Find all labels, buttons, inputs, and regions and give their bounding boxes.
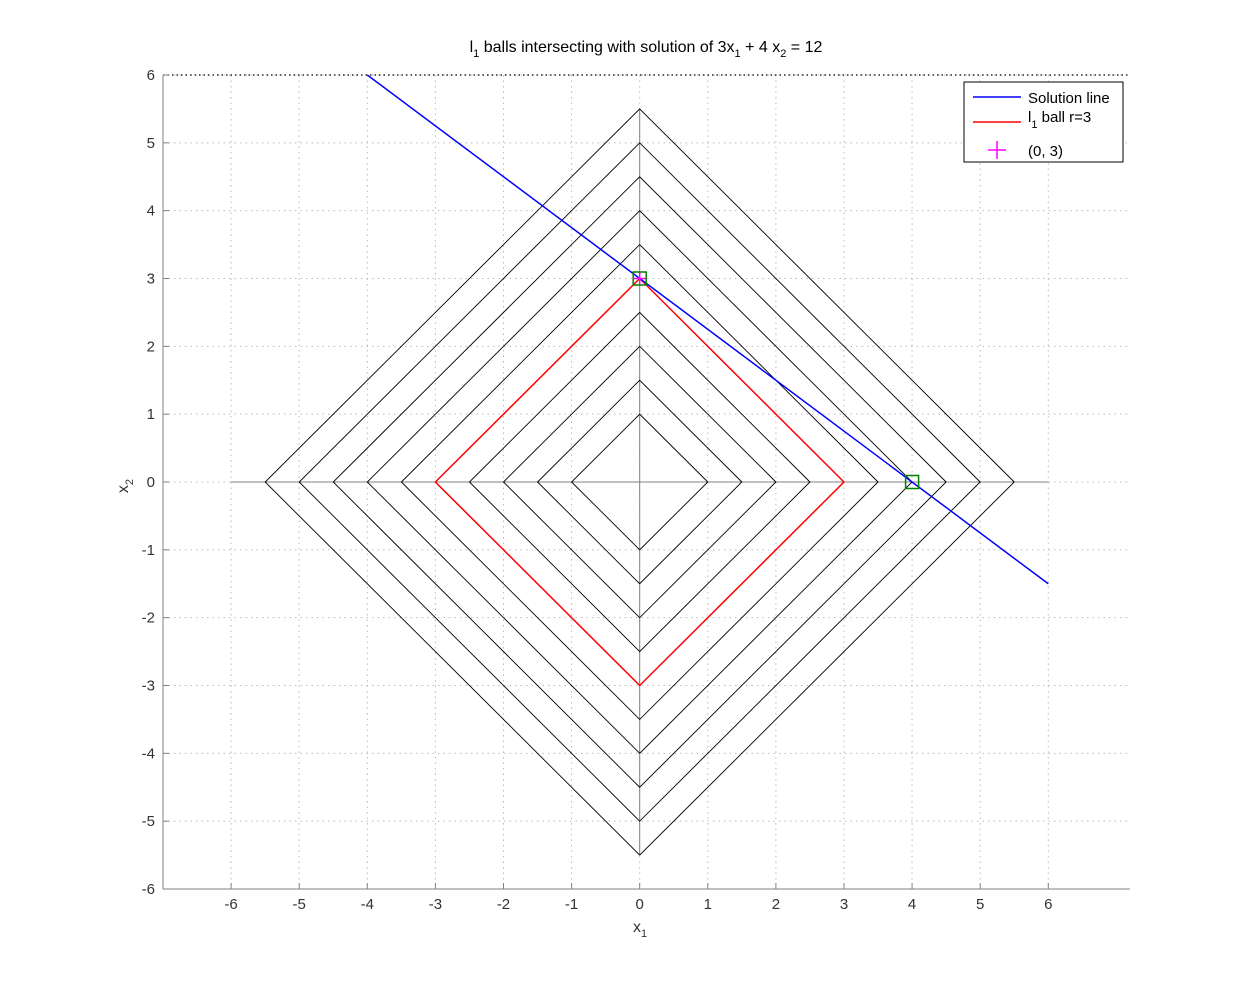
l1-ball xyxy=(570,413,709,551)
square-marker xyxy=(904,474,920,490)
x-tick-label: 5 xyxy=(976,896,984,913)
title-sub3: 2 xyxy=(780,48,786,60)
y-tick-label: 6 xyxy=(147,67,155,84)
legend: Solution line l1 ball r=3 (0, 3) xyxy=(963,81,1124,163)
legend-label-l1-ball: l1 ball r=3 xyxy=(1028,109,1091,131)
y-tick-label: 4 xyxy=(147,203,155,220)
x-tick-label: -6 xyxy=(224,896,237,913)
plus-marker-point xyxy=(633,272,646,285)
x-tick-label: -1 xyxy=(565,896,578,913)
y-tick-label: 1 xyxy=(147,406,155,423)
l1-ball xyxy=(468,311,811,653)
title-sub2: 1 xyxy=(735,48,741,60)
x-tick-label: -5 xyxy=(293,896,306,913)
title-main: l xyxy=(470,39,474,56)
title-rest: balls intersecting with solution of 3x xyxy=(479,39,734,56)
y-tick-label: -6 xyxy=(142,881,155,898)
chart-title: l1 balls intersecting with solution of 3… xyxy=(470,39,823,60)
x-tick-label: 0 xyxy=(636,896,644,913)
x-axis-label: x1 xyxy=(633,919,647,940)
y-tick-label: -1 xyxy=(142,542,155,559)
square-marker xyxy=(632,271,647,286)
l1-ball xyxy=(298,142,981,822)
y-tick-label: -3 xyxy=(142,678,155,695)
legend-swatch-plus-marker xyxy=(988,141,1006,159)
l1-ball xyxy=(332,176,947,788)
l1-ball-r3-highlight xyxy=(434,277,846,687)
title-rest2: + 4 x xyxy=(741,39,781,56)
l1-ball xyxy=(264,108,1015,856)
y-tick-label: -4 xyxy=(142,745,155,762)
y-tick-label: 3 xyxy=(147,271,155,288)
x-tick-label: -3 xyxy=(429,896,442,913)
l1-ball xyxy=(366,210,913,754)
legend-label-point: (0, 3) xyxy=(1028,143,1063,160)
x-tick-label: 6 xyxy=(1044,896,1052,913)
x-tick-label: 4 xyxy=(908,896,916,913)
tick-labels: -6 -5 -4 -3 -2 -1 0 1 2 3 4 5 6 -6 -5 -4 -3 -2 -1 0 1 2 3 4 5 6 xyxy=(142,67,1053,913)
title-sub: 1 xyxy=(473,48,479,60)
l1-ball xyxy=(536,379,743,585)
y-tick-label: 5 xyxy=(147,135,155,152)
y-tick-label: 2 xyxy=(147,338,155,355)
title-rest3: = 12 xyxy=(786,39,822,56)
x-tick-label: 2 xyxy=(772,896,780,913)
center-axes xyxy=(231,108,1049,856)
l1-balls xyxy=(264,108,1015,856)
x-tick-label: 1 xyxy=(704,896,712,913)
marker-layer xyxy=(632,271,920,490)
x-tick-label: -2 xyxy=(497,896,510,913)
l1-ball xyxy=(502,345,777,619)
y-tick-label: 0 xyxy=(147,474,155,491)
legend-label-solution-line: Solution line xyxy=(1028,90,1110,107)
y-axis-label: x2 xyxy=(115,479,136,493)
y-tick-label: -5 xyxy=(142,813,155,830)
l1-ball xyxy=(400,243,879,721)
solution-line xyxy=(366,74,1049,585)
solution-line-layer xyxy=(366,74,1049,585)
x-tick-label: 3 xyxy=(840,896,848,913)
x-tick-label: -4 xyxy=(361,896,374,913)
y-tick-label: -2 xyxy=(142,610,155,627)
